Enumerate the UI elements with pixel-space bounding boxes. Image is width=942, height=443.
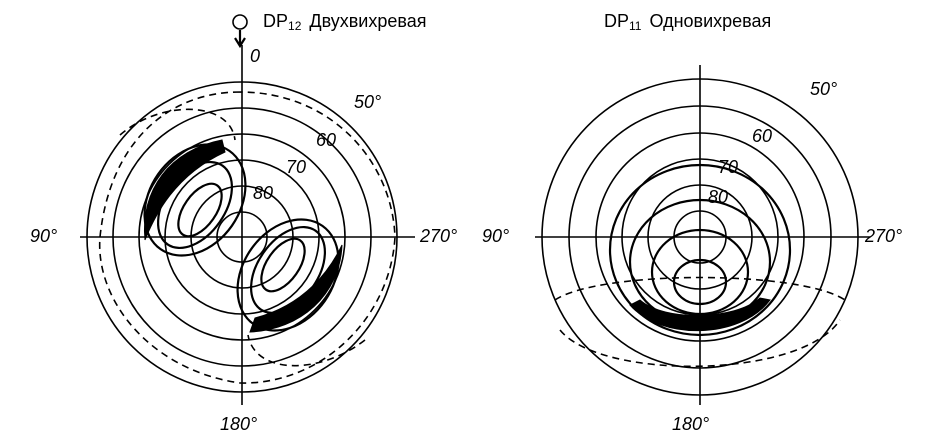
title-main: DP xyxy=(263,11,288,31)
thick-current xyxy=(143,139,226,241)
dashed-current xyxy=(98,91,396,384)
current-line xyxy=(260,237,306,293)
current-line xyxy=(143,143,247,257)
label: 80 xyxy=(253,183,273,203)
marker xyxy=(232,14,248,30)
title-sub: 11 xyxy=(629,19,642,33)
label: 80 xyxy=(708,187,728,207)
arrow xyxy=(234,30,246,49)
label: 90° xyxy=(482,226,509,246)
label: 60 xyxy=(752,126,772,146)
title: DP11 Одновихревая xyxy=(604,11,771,33)
label: 60 xyxy=(316,130,336,150)
current-line xyxy=(608,163,792,337)
thick-current xyxy=(629,297,771,332)
label: 270° xyxy=(864,226,902,246)
label: 70 xyxy=(286,157,306,177)
thick-current xyxy=(249,244,343,333)
label: 70 xyxy=(718,157,738,177)
title-name: Двухвихревая xyxy=(309,11,426,31)
label: 50° xyxy=(810,79,837,99)
title-name: Одновихревая xyxy=(649,11,771,31)
dashed-current xyxy=(554,276,846,368)
label: 270° xyxy=(419,226,457,246)
label: 50° xyxy=(354,92,381,112)
title-sub: 12 xyxy=(288,19,302,33)
title-main: DP xyxy=(604,11,629,31)
label: 90° xyxy=(30,226,57,246)
left-plot: 0 50° 60 70 80 90° 270° 180° DP12 Двухвих… xyxy=(30,11,457,434)
title: DP12 Двухвихревая xyxy=(263,11,427,33)
dashed-current xyxy=(119,108,366,367)
current-line xyxy=(236,218,340,332)
label: 0 xyxy=(250,46,260,66)
label: 180° xyxy=(220,414,257,434)
current-line xyxy=(672,258,728,306)
label: 180° xyxy=(672,414,709,434)
current-line xyxy=(177,182,223,238)
current-line xyxy=(650,228,750,316)
right-plot: 50° 60 70 80 90° 270° 180° DP11 Одновихре… xyxy=(482,11,902,434)
